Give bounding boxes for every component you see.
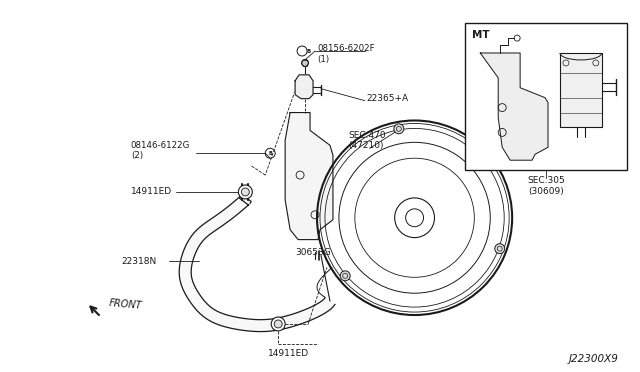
- Polygon shape: [179, 195, 335, 331]
- Bar: [465, 23, 627, 170]
- Text: B: B: [268, 151, 272, 156]
- Text: SEC.305
(30609): SEC.305 (30609): [527, 176, 565, 196]
- Circle shape: [238, 185, 252, 199]
- Text: SEC.470
(47210): SEC.470 (47210): [348, 131, 385, 150]
- Text: 30653G: 30653G: [295, 247, 331, 257]
- Text: 08146-6122G
(2): 08146-6122G (2): [131, 141, 190, 160]
- Circle shape: [301, 60, 308, 66]
- Text: J22300X9: J22300X9: [569, 354, 619, 364]
- Bar: [560, 53, 602, 128]
- Text: MT: MT: [472, 30, 490, 40]
- Circle shape: [241, 188, 250, 196]
- Text: 14911ED: 14911ED: [268, 349, 309, 358]
- Circle shape: [271, 317, 285, 331]
- Text: 22365+A: 22365+A: [367, 94, 409, 103]
- Circle shape: [274, 320, 282, 328]
- Polygon shape: [480, 53, 548, 160]
- Text: 08156-6202F
(1): 08156-6202F (1): [317, 44, 374, 64]
- Circle shape: [394, 124, 404, 134]
- Polygon shape: [295, 75, 313, 99]
- Text: FRONT: FRONT: [109, 298, 143, 311]
- Circle shape: [495, 244, 505, 254]
- Text: 14911ED: 14911ED: [131, 187, 172, 196]
- Polygon shape: [285, 113, 333, 240]
- Text: B: B: [307, 48, 311, 54]
- Circle shape: [340, 271, 350, 281]
- Text: 22318N: 22318N: [121, 257, 156, 266]
